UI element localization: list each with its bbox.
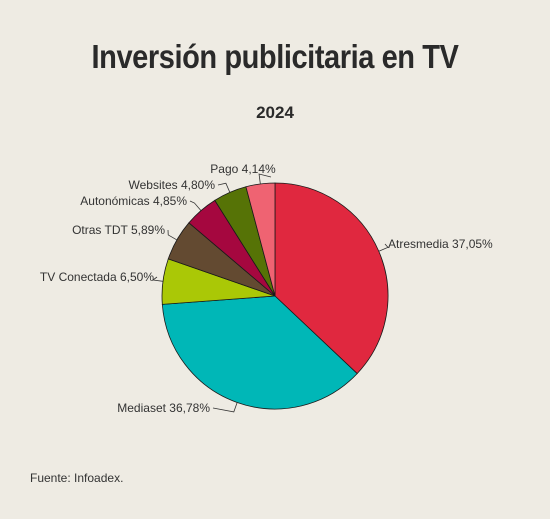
slice-label: Otras TDT 5,89% [72,223,165,237]
leader-line [167,229,178,241]
slice-label: Autonómicas 4,85% [80,194,187,208]
slice-label: TV Conectada 6,50% [40,270,154,284]
slice-label: Mediaset 36,78% [117,401,210,415]
pie-slice-mediaset [161,295,358,410]
leader-line [217,182,231,193]
slice-label: Websites 4,80% [129,178,216,192]
leader-line [258,173,272,185]
slice-label: Pago 4,14% [210,162,276,176]
chart-subtitle: 2024 [256,103,294,122]
chart-title: Inversión publicitaria en TV [91,38,459,75]
pie-slice-atresmedia [274,182,389,375]
leader-line [189,200,202,211]
source-note: Fuente: Infoadex. [30,471,124,485]
leader-line [212,402,238,413]
pie-slice-pago [245,182,276,297]
leader-line [152,276,164,282]
leader-line [378,243,389,252]
slice-label: Atresmedia 37,05% [388,237,493,251]
